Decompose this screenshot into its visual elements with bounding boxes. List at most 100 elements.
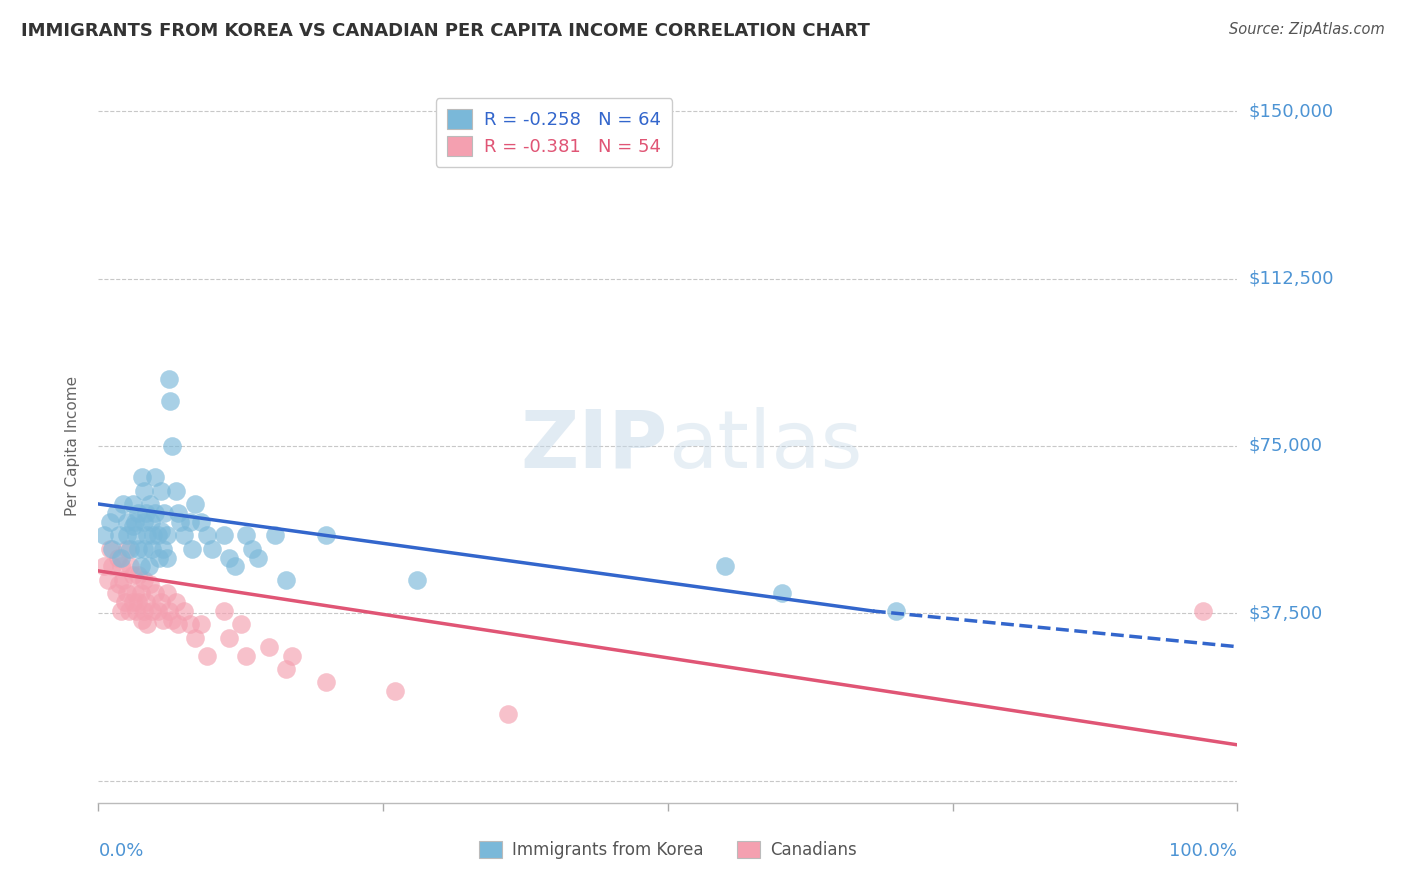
Point — [129, 559, 152, 574]
Point — [165, 483, 187, 498]
Point — [125, 604, 148, 618]
Point — [173, 604, 195, 618]
Point — [145, 506, 167, 520]
Point — [127, 595, 149, 609]
Point — [132, 515, 155, 529]
Point — [246, 550, 269, 565]
Point — [156, 528, 179, 542]
Point — [218, 631, 240, 645]
Point — [96, 573, 118, 587]
Point — [136, 528, 159, 542]
Point — [101, 559, 124, 574]
Point — [127, 568, 149, 582]
Point — [884, 604, 907, 618]
Point — [281, 648, 304, 663]
Point — [101, 541, 124, 556]
Text: Source: ZipAtlas.com: Source: ZipAtlas.com — [1229, 22, 1385, 37]
Point — [146, 604, 169, 618]
Text: $150,000: $150,000 — [1249, 103, 1333, 120]
Point — [264, 528, 287, 542]
Point — [118, 604, 141, 618]
Point — [184, 631, 207, 645]
Point — [212, 604, 235, 618]
Text: $112,500: $112,500 — [1249, 269, 1334, 288]
Point — [770, 586, 793, 600]
Point — [1192, 604, 1215, 618]
Point — [145, 470, 167, 484]
Point — [104, 506, 127, 520]
Point — [162, 613, 184, 627]
Point — [121, 497, 143, 511]
Point — [315, 675, 337, 690]
Point — [157, 372, 180, 386]
Point — [498, 706, 520, 721]
Text: 100.0%: 100.0% — [1170, 842, 1237, 860]
Point — [121, 595, 143, 609]
Point — [142, 528, 165, 542]
Point — [714, 559, 737, 574]
Point — [184, 497, 207, 511]
Point — [235, 648, 257, 663]
Text: $75,000: $75,000 — [1249, 437, 1323, 455]
Point — [146, 528, 169, 542]
Point — [124, 515, 146, 529]
Point — [121, 568, 143, 582]
Point — [135, 506, 157, 520]
Point — [156, 550, 179, 565]
Point — [276, 662, 298, 676]
Point — [121, 519, 143, 533]
Point — [259, 640, 281, 654]
Point — [125, 528, 148, 542]
Point — [139, 515, 162, 529]
Point — [150, 524, 173, 538]
Point — [212, 528, 235, 542]
Point — [195, 528, 218, 542]
Point — [152, 613, 174, 627]
Point — [201, 541, 224, 556]
Point — [120, 559, 142, 574]
Point — [127, 506, 149, 520]
Point — [108, 528, 131, 542]
Point — [93, 559, 115, 574]
Point — [104, 586, 127, 600]
Point — [115, 541, 138, 556]
Point — [98, 515, 121, 529]
Point — [384, 684, 406, 698]
Point — [131, 470, 153, 484]
Point — [93, 528, 115, 542]
Point — [159, 394, 181, 409]
Point — [235, 528, 257, 542]
Point — [110, 550, 132, 565]
Legend: Immigrants from Korea, Canadians: Immigrants from Korea, Canadians — [472, 834, 863, 866]
Point — [229, 617, 252, 632]
Point — [132, 541, 155, 556]
Point — [124, 586, 146, 600]
Text: ZIP: ZIP — [520, 407, 668, 485]
Point — [115, 586, 138, 600]
Point — [132, 483, 155, 498]
Point — [138, 497, 160, 511]
Point — [153, 506, 176, 520]
Text: $37,500: $37,500 — [1249, 604, 1323, 623]
Point — [157, 604, 180, 618]
Point — [110, 559, 132, 574]
Point — [127, 541, 149, 556]
Point — [315, 528, 337, 542]
Point — [150, 595, 173, 609]
Point — [120, 541, 142, 556]
Point — [148, 550, 170, 565]
Point — [276, 573, 298, 587]
Point — [167, 506, 190, 520]
Point — [112, 573, 135, 587]
Point — [129, 586, 152, 600]
Point — [136, 617, 159, 632]
Point — [115, 515, 138, 529]
Point — [112, 497, 135, 511]
Point — [179, 515, 201, 529]
Point — [141, 541, 163, 556]
Point — [138, 577, 160, 591]
Point — [169, 515, 191, 529]
Text: 0.0%: 0.0% — [98, 842, 143, 860]
Point — [190, 515, 212, 529]
Point — [98, 541, 121, 556]
